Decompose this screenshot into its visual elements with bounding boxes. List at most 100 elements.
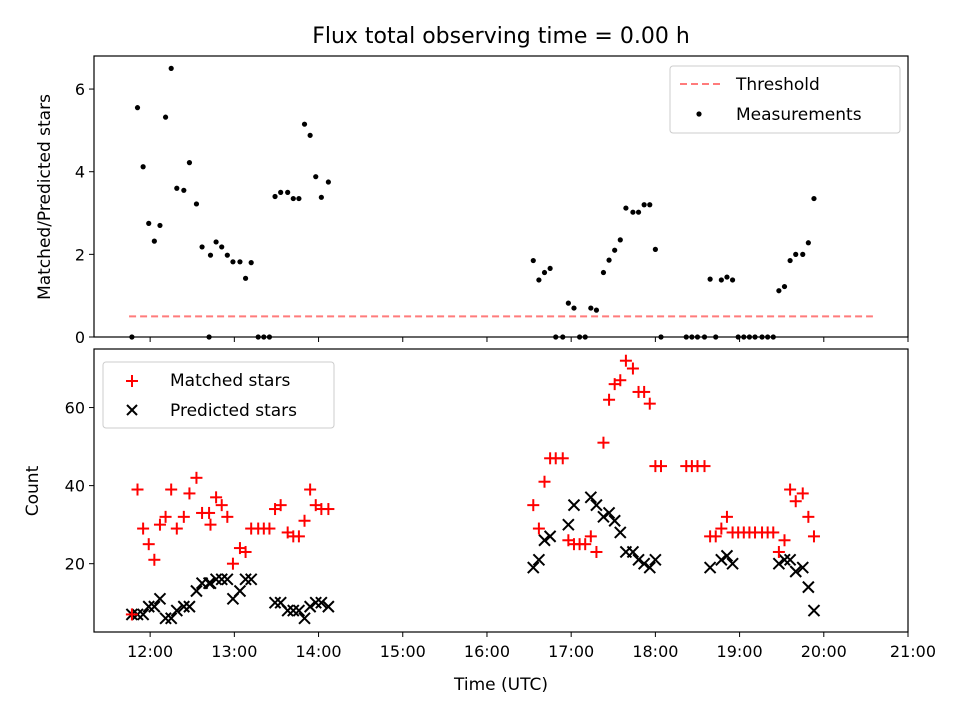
matched-star-point [215,499,228,512]
predicted-star-point [233,584,247,598]
measurement-point [242,275,249,281]
predicted-star-point [281,604,294,617]
predicted-star-point [632,553,645,566]
measurement-point [729,277,736,283]
measurement-point [652,246,658,252]
matched-star-point [584,530,597,543]
measurement-point [193,201,200,207]
predicted-star-point [159,612,172,625]
matched-star-point [807,530,820,543]
measurement-point [307,132,313,138]
bottom-axes-frame [93,348,909,633]
predicted-star-point [164,612,178,625]
measurement-point [588,305,594,311]
bottom-x-ticks: 12:00 13:00 14:00 15:00 16:00 17:00 18:00 19:00… [127,632,936,661]
measurement-point [325,179,331,185]
measurement-point [272,193,278,200]
bottom-legend: Matched stars Predicted stars [102,361,335,429]
top-y-tick-label: 4 [75,163,85,182]
matched-star-point [183,487,196,500]
predicted-star-point [649,553,662,566]
predicted-star-point [287,604,300,617]
predicted-star-point [221,573,234,586]
matched-star-point [304,483,317,496]
measurement-point [219,244,225,250]
matched-star-point [263,522,276,535]
measurement-point [547,265,553,272]
top-axes-frame [93,55,909,338]
top-y-ticks: 0 2 4 6 [75,80,94,347]
matched-star-point [142,538,155,551]
bottom-x-axis-label: Time (UTC) [453,675,548,695]
measurement-point [600,269,607,276]
predicted-star-point [778,553,791,566]
matched-star-point [203,506,216,519]
top-y-tick-label: 2 [75,245,85,264]
measurement-point [541,269,548,276]
bottom-y-axis-label: Count [23,465,43,516]
predicted-star-point [802,580,815,594]
measurement-point [285,189,291,195]
bottom-y-ticks: 20 40 60 [65,399,94,574]
predicted-star-point [597,510,610,524]
legend-predicted-label: Predicted stars [170,401,297,421]
measurement-point [146,220,152,226]
predicted-star-point [315,596,328,609]
measurement-point [290,195,296,202]
bottom-x-tick-label: 15:00 [380,642,426,661]
measurement-point [157,222,163,229]
matched-star-point [538,475,551,488]
matched-star-point [165,483,178,496]
measurement-point [301,121,308,127]
predicted-star-point [322,600,335,613]
matched-star-point [148,553,161,566]
matched-star-point [709,530,722,543]
matched-star-point [125,608,138,621]
measurement-point [530,257,536,264]
matched-star-point [767,526,780,539]
measurement-point [134,105,141,111]
predicted-star-point [590,498,603,512]
bottom-x-tick-label: 18:00 [632,642,678,661]
predicted-star-point [715,553,728,566]
measurement-point [224,252,230,258]
measurement-point [199,244,205,250]
matched-star-point [159,510,172,523]
matched-star-point [789,495,802,508]
bottom-x-tick-label: 17:00 [548,642,594,661]
predicted-star-point [142,600,155,613]
measurement-point [787,257,793,264]
measurement-point [174,185,180,191]
predicted-star-point [538,534,551,547]
predicted-star-point [177,600,191,613]
matched-star-point [226,557,239,570]
legend-matched-label: Matched stars [170,371,290,391]
matched-star-point [274,499,287,512]
matched-star-point [619,354,632,367]
measurement-point [805,240,811,246]
measurement-point [617,237,623,243]
bottom-x-tick-label: 19:00 [717,642,763,661]
predicted-star-point [567,498,581,512]
predicted-star-point [209,573,223,586]
measurement-point [641,202,647,208]
measurement-point [151,238,157,244]
predicted-star-point [614,526,627,539]
measurement-point [296,195,302,202]
matched-star-point [698,460,711,473]
matched-star-point [221,510,234,523]
predicted-star-point [170,604,184,617]
measurement-point [647,202,653,208]
measurement-point [162,114,169,120]
predicted-star-point [527,561,540,574]
bottom-legend-box [102,361,335,429]
bottom-plot-area [125,354,821,625]
matched-star-point [131,483,144,496]
predicted-star-point [204,576,217,590]
legend-matched-swatch [126,375,138,387]
predicted-star-point [720,549,734,563]
measurement-point [237,259,243,265]
matched-star-point [638,385,651,398]
measurement-point [186,160,193,166]
measurement-point [571,305,577,311]
